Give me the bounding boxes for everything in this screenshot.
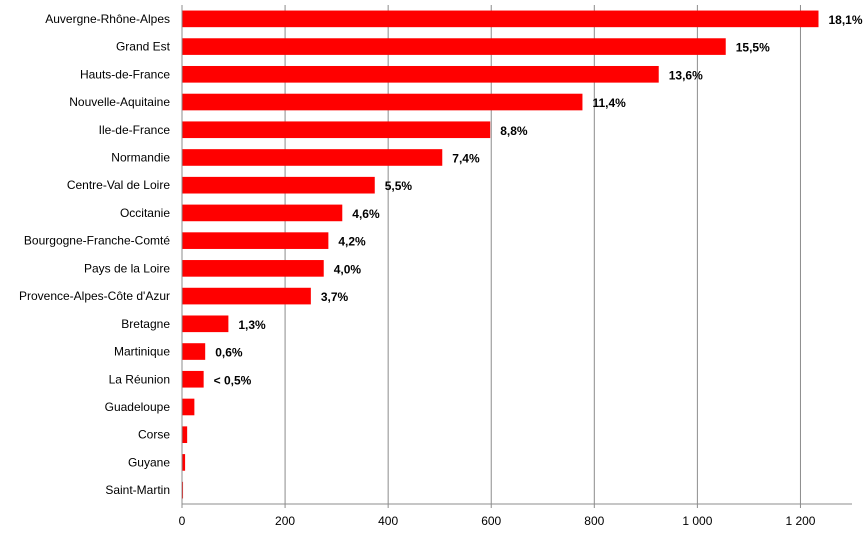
data-label: < 0,5% bbox=[214, 373, 252, 387]
x-tick-label: 600 bbox=[481, 514, 501, 528]
category-label: Provence-Alpes-Côte d'Azur bbox=[19, 289, 170, 303]
category-label: Centre-Val de Loire bbox=[67, 178, 170, 192]
category-label: Corse bbox=[138, 428, 170, 442]
bar bbox=[182, 38, 726, 55]
x-tick-label: 1 000 bbox=[682, 514, 712, 528]
data-label: 18,1% bbox=[829, 13, 863, 27]
category-label: Saint-Martin bbox=[105, 483, 170, 497]
category-label: Grand Est bbox=[116, 40, 171, 54]
bar bbox=[182, 149, 443, 166]
data-label: 4,2% bbox=[338, 235, 366, 249]
data-labels: 18,1% 15,5% 13,6% 11,4% 8,8% 7,4% 5,5% 4,6% 4,2%… bbox=[214, 13, 863, 387]
data-label: 15,5% bbox=[736, 41, 770, 55]
data-label: 4,6% bbox=[352, 207, 380, 221]
category-label: Nouvelle-Aquitaine bbox=[69, 95, 170, 109]
bar bbox=[182, 260, 324, 277]
x-tick-label: 800 bbox=[584, 514, 604, 528]
x-tick-label: 1 200 bbox=[785, 514, 815, 528]
data-label: 4,0% bbox=[334, 262, 362, 276]
bars bbox=[182, 10, 819, 499]
data-label: 1,3% bbox=[238, 318, 266, 332]
bar bbox=[182, 287, 311, 305]
bar bbox=[182, 121, 491, 139]
x-tick-label: 0 bbox=[179, 514, 186, 528]
category-label: Hauts-de-France bbox=[80, 67, 170, 81]
bar bbox=[182, 315, 229, 333]
data-label: 8,8% bbox=[500, 124, 528, 138]
tick-labels: 0 200 400 600 800 1 000 1 200 bbox=[179, 514, 816, 528]
category-label: Normandie bbox=[111, 150, 170, 164]
category-label: Ile-de-France bbox=[99, 123, 171, 137]
category-label: La Réunion bbox=[109, 372, 170, 386]
data-label: 13,6% bbox=[669, 68, 703, 82]
bar bbox=[182, 481, 184, 499]
x-tick-label: 200 bbox=[275, 514, 295, 528]
category-label: Bourgogne-Franche-Comté bbox=[24, 234, 170, 248]
category-label: Bretagne bbox=[121, 317, 170, 331]
data-label: 11,4% bbox=[592, 96, 626, 110]
bar bbox=[182, 370, 204, 388]
bar bbox=[182, 176, 375, 194]
grid-lines bbox=[284, 5, 801, 504]
x-tick-label: 400 bbox=[378, 514, 398, 528]
data-label: 3,7% bbox=[321, 290, 349, 304]
axes bbox=[181, 5, 852, 508]
bar bbox=[182, 343, 206, 360]
data-label: 7,4% bbox=[452, 151, 480, 165]
category-label: Guadeloupe bbox=[105, 400, 171, 414]
bar bbox=[182, 398, 195, 416]
bar bbox=[182, 65, 659, 83]
bar bbox=[182, 10, 819, 28]
category-label: Occitanie bbox=[120, 206, 170, 220]
bar bbox=[182, 426, 188, 444]
data-label: 0,6% bbox=[215, 346, 243, 360]
category-label: Pays de la Loire bbox=[84, 261, 170, 275]
category-label: Auvergne-Rhône-Alpes bbox=[45, 12, 170, 26]
bar bbox=[182, 93, 583, 111]
category-label: Guyane bbox=[128, 455, 170, 469]
category-labels: Auvergne-Rhône-Alpes Grand Est Hauts-de-Fr… bbox=[19, 12, 171, 497]
bar bbox=[182, 454, 186, 471]
data-label: 5,5% bbox=[385, 179, 413, 193]
bar bbox=[182, 204, 343, 222]
bar bbox=[182, 232, 329, 249]
category-label: Martinique bbox=[114, 345, 170, 359]
